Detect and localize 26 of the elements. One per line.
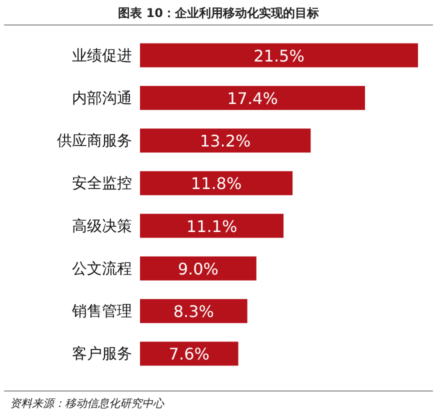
data-label: 9.0% [178,259,219,278]
y-tick-label: 业绩促进 [72,46,132,64]
title: 图表 10：企业利用移动化实现的目标 [118,6,319,20]
bar [140,43,418,68]
bar [140,342,238,366]
bar [140,128,311,153]
bar [140,299,248,324]
data-label: 7.6% [168,344,210,364]
bar [140,171,293,196]
data-label: 21.5% [254,46,304,66]
y-tick-label: 供应商服务 [57,132,132,150]
data-label: 11.1% [186,216,238,236]
y-tick-label: 公文流程 [72,259,132,278]
y-tick-label: 客户服务 [72,344,132,363]
data-label: 8.3% [173,302,214,322]
y-tick-label: 安全监控 [72,174,132,192]
bar [140,214,284,238]
y-tick-label: 高级决策 [72,216,132,235]
data-label: 17.4% [227,88,278,108]
text: 资料来源：移动信息化研究中心 [10,397,165,410]
data-label: 13.2% [200,132,251,151]
y-tick-label: 内部沟通 [72,88,132,107]
bar [140,86,365,110]
bar [140,256,256,280]
y-tick-label: 销售管理 [71,302,132,320]
data-label: 11.8% [190,174,242,194]
